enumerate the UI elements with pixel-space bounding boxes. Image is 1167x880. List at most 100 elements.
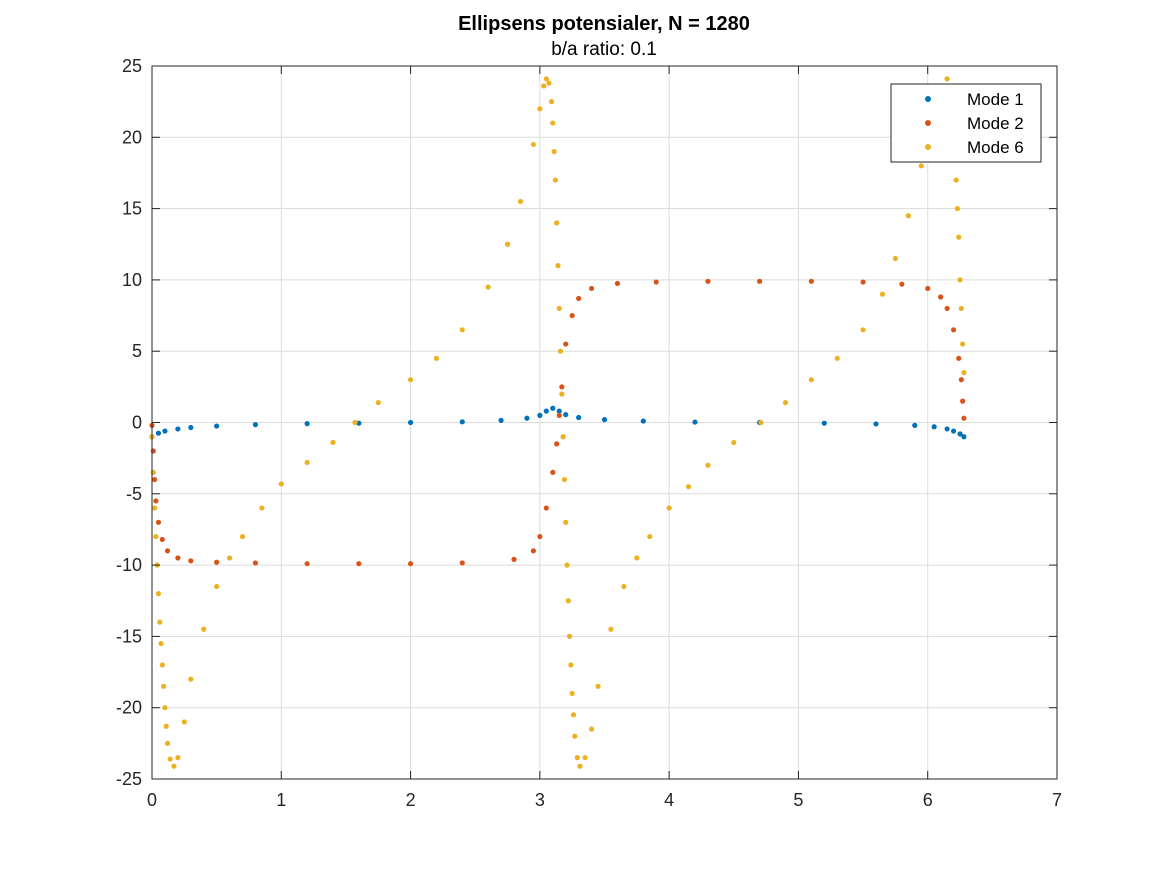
data-point: [731, 439, 737, 446]
data-point: [873, 421, 879, 427]
data-point: [201, 626, 207, 632]
data-point: [601, 417, 608, 423]
x-tick-label: 2: [406, 790, 416, 810]
data-point: [588, 285, 595, 292]
data-point: [961, 369, 967, 376]
data-point: [572, 733, 578, 739]
data-point: [541, 83, 547, 89]
legend-box: [890, 83, 1042, 163]
data-point: [563, 341, 569, 347]
tick-layer: 0 1 2 3 4 5 6 7 -25 -20 -15 -10 -5 0 5 10 15 20 25: [116, 56, 1062, 810]
series-mode-1: [149, 405, 967, 440]
data-point: [925, 285, 931, 292]
data-point: [950, 428, 957, 434]
data-point: [252, 422, 259, 428]
data-point: [821, 420, 827, 426]
data-point: [459, 327, 465, 333]
data-point: [758, 419, 764, 426]
data-point: [808, 377, 814, 383]
data-point: [150, 469, 156, 476]
legend-marker-mode-6: [925, 144, 931, 150]
data-point: [239, 533, 246, 540]
data-point: [164, 548, 171, 554]
data-point: [214, 583, 220, 590]
data-point: [570, 712, 577, 718]
data-point: [304, 459, 310, 466]
y-tick-label: -10: [116, 555, 142, 575]
data-point: [537, 412, 543, 418]
data-point: [860, 327, 866, 333]
data-point: [918, 163, 924, 169]
data-point: [155, 430, 162, 436]
data-point: [595, 683, 601, 689]
data-point: [175, 555, 181, 561]
data-point: [188, 424, 194, 431]
data-point: [551, 148, 557, 155]
data-point: [330, 439, 336, 446]
data-point: [879, 291, 886, 297]
data-point: [433, 355, 440, 361]
data-point: [151, 505, 158, 511]
data-point: [555, 263, 561, 269]
chart-subtitle: b/a ratio: 0.1: [551, 39, 657, 60]
legend-marker-mode-1: [925, 96, 931, 102]
data-point: [537, 106, 543, 112]
data-point: [259, 505, 265, 511]
data-point: [164, 740, 171, 746]
data-point: [175, 755, 181, 761]
data-point: [640, 418, 646, 424]
data-point: [905, 213, 911, 219]
data-point: [511, 556, 517, 563]
data-point: [757, 278, 763, 284]
data-point: [944, 305, 950, 312]
legend-item-mode-2: Mode 2: [925, 114, 1024, 133]
data-point: [167, 756, 173, 762]
data-point: [214, 423, 220, 429]
legend-label-mode-2: Mode 2: [967, 114, 1024, 133]
x-tick-label: 1: [276, 790, 286, 810]
y-tick-label: 10: [122, 270, 142, 290]
legend-marker-mode-2: [925, 120, 931, 126]
data-point: [550, 120, 556, 126]
data-point: [181, 719, 187, 725]
data-point: [705, 462, 711, 468]
data-point: [161, 683, 167, 689]
data-point: [356, 420, 362, 426]
data-point: [155, 591, 162, 597]
data-point: [158, 640, 164, 647]
data-point: [226, 555, 233, 561]
data-point: [554, 220, 560, 226]
y-tick-label: 20: [122, 127, 142, 147]
data-point: [653, 279, 659, 285]
data-point: [634, 555, 640, 561]
data-point: [554, 441, 560, 447]
data-point: [530, 548, 536, 554]
data-point: [537, 533, 543, 540]
data-point: [485, 284, 491, 290]
data-point: [563, 519, 569, 525]
data-point: [621, 583, 627, 590]
y-tick-label: 25: [122, 56, 142, 76]
data-point: [498, 417, 504, 423]
data-point: [550, 469, 556, 476]
data-point: [214, 559, 220, 565]
y-tick-label: -15: [116, 626, 142, 646]
data-point: [543, 408, 549, 414]
y-tick-label: 5: [132, 341, 142, 361]
y-tick-label: 0: [132, 413, 142, 433]
data-point: [557, 348, 564, 354]
data-point: [608, 626, 614, 632]
data-point: [556, 412, 562, 418]
x-tick-label: 6: [923, 790, 933, 810]
data-point: [155, 519, 162, 525]
data-point: [459, 560, 465, 566]
grid-lines: [152, 66, 1057, 779]
data-point: [530, 141, 536, 148]
data-point: [159, 662, 165, 668]
data-point: [954, 206, 961, 212]
data-point: [574, 755, 580, 761]
data-point: [556, 408, 562, 414]
data-point: [569, 312, 575, 319]
series-mode-2: [149, 278, 967, 567]
data-point: [958, 305, 964, 312]
